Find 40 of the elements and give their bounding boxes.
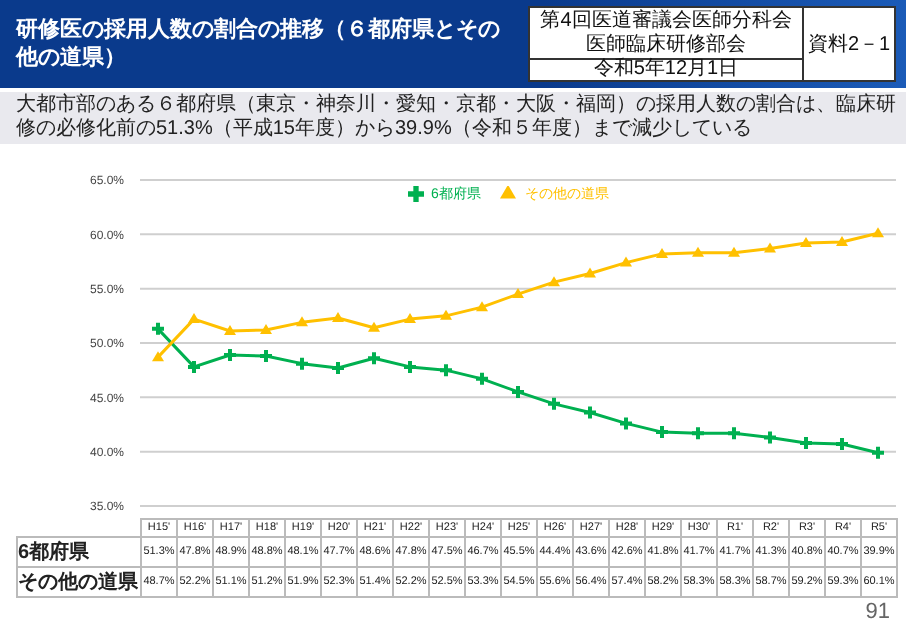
- point: [294, 355, 310, 372]
- point: [548, 276, 560, 287]
- point: [836, 235, 848, 246]
- point: [618, 415, 634, 432]
- point: [296, 316, 308, 327]
- point: [476, 301, 488, 312]
- text: 6都府県: [18, 542, 90, 564]
- point: [512, 288, 524, 299]
- point: [582, 404, 598, 421]
- point: [762, 429, 778, 446]
- point: [728, 246, 740, 257]
- point: [188, 313, 200, 324]
- point: [332, 312, 344, 323]
- point: [584, 267, 596, 278]
- point: [366, 350, 382, 367]
- point: [440, 309, 452, 320]
- text: 91: [865, 600, 890, 624]
- point: [800, 237, 812, 248]
- point: [656, 247, 668, 258]
- text: 資料2－1: [805, 31, 893, 60]
- text: その他の道県: [18, 572, 138, 594]
- point: [152, 351, 164, 362]
- point: [474, 370, 490, 387]
- point: [224, 325, 236, 336]
- point: [764, 242, 776, 253]
- point: [726, 425, 742, 442]
- chart-title: 研修医の採用人数の割合の推移（６都府県とその他の道県）: [16, 15, 502, 74]
- point: [260, 323, 272, 334]
- point: [692, 246, 704, 257]
- point: [404, 313, 416, 324]
- point: [368, 321, 380, 332]
- text: 令和5年12月1日: [591, 58, 741, 80]
- point: [872, 227, 884, 238]
- text: 医師臨床研修部会: [584, 34, 748, 57]
- point: [438, 362, 454, 379]
- text: 第4回医道審議会医師分科会: [538, 10, 794, 33]
- chart-subtitle: 大都市部のある６都府県（東京・神奈川・愛知・京都・大阪・福岡）の採用人数の割合は、臨床研修の必修化前の51.3%（平成15年度）から39.9%（令和５年度）まで減少している: [16, 94, 896, 142]
- point: [620, 256, 632, 267]
- point: [690, 425, 706, 442]
- point: [546, 395, 562, 412]
